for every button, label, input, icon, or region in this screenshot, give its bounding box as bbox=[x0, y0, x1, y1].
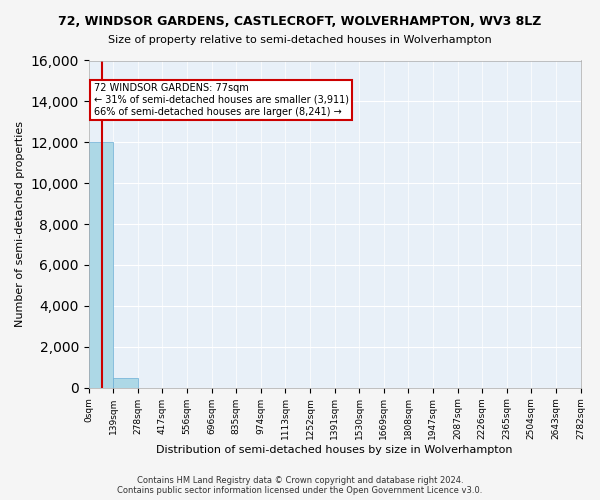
Y-axis label: Number of semi-detached properties: Number of semi-detached properties bbox=[15, 121, 25, 327]
Bar bbox=[113, 378, 138, 388]
Text: 72 WINDSOR GARDENS: 77sqm
← 31% of semi-detached houses are smaller (3,911)
66% : 72 WINDSOR GARDENS: 77sqm ← 31% of semi-… bbox=[94, 84, 349, 116]
Text: 72, WINDSOR GARDENS, CASTLECROFT, WOLVERHAMPTON, WV3 8LZ: 72, WINDSOR GARDENS, CASTLECROFT, WOLVER… bbox=[58, 15, 542, 28]
Bar bbox=[89, 142, 113, 388]
Text: Contains HM Land Registry data © Crown copyright and database right 2024.
Contai: Contains HM Land Registry data © Crown c… bbox=[118, 476, 482, 495]
Text: Size of property relative to semi-detached houses in Wolverhampton: Size of property relative to semi-detach… bbox=[108, 35, 492, 45]
X-axis label: Distribution of semi-detached houses by size in Wolverhampton: Distribution of semi-detached houses by … bbox=[157, 445, 513, 455]
